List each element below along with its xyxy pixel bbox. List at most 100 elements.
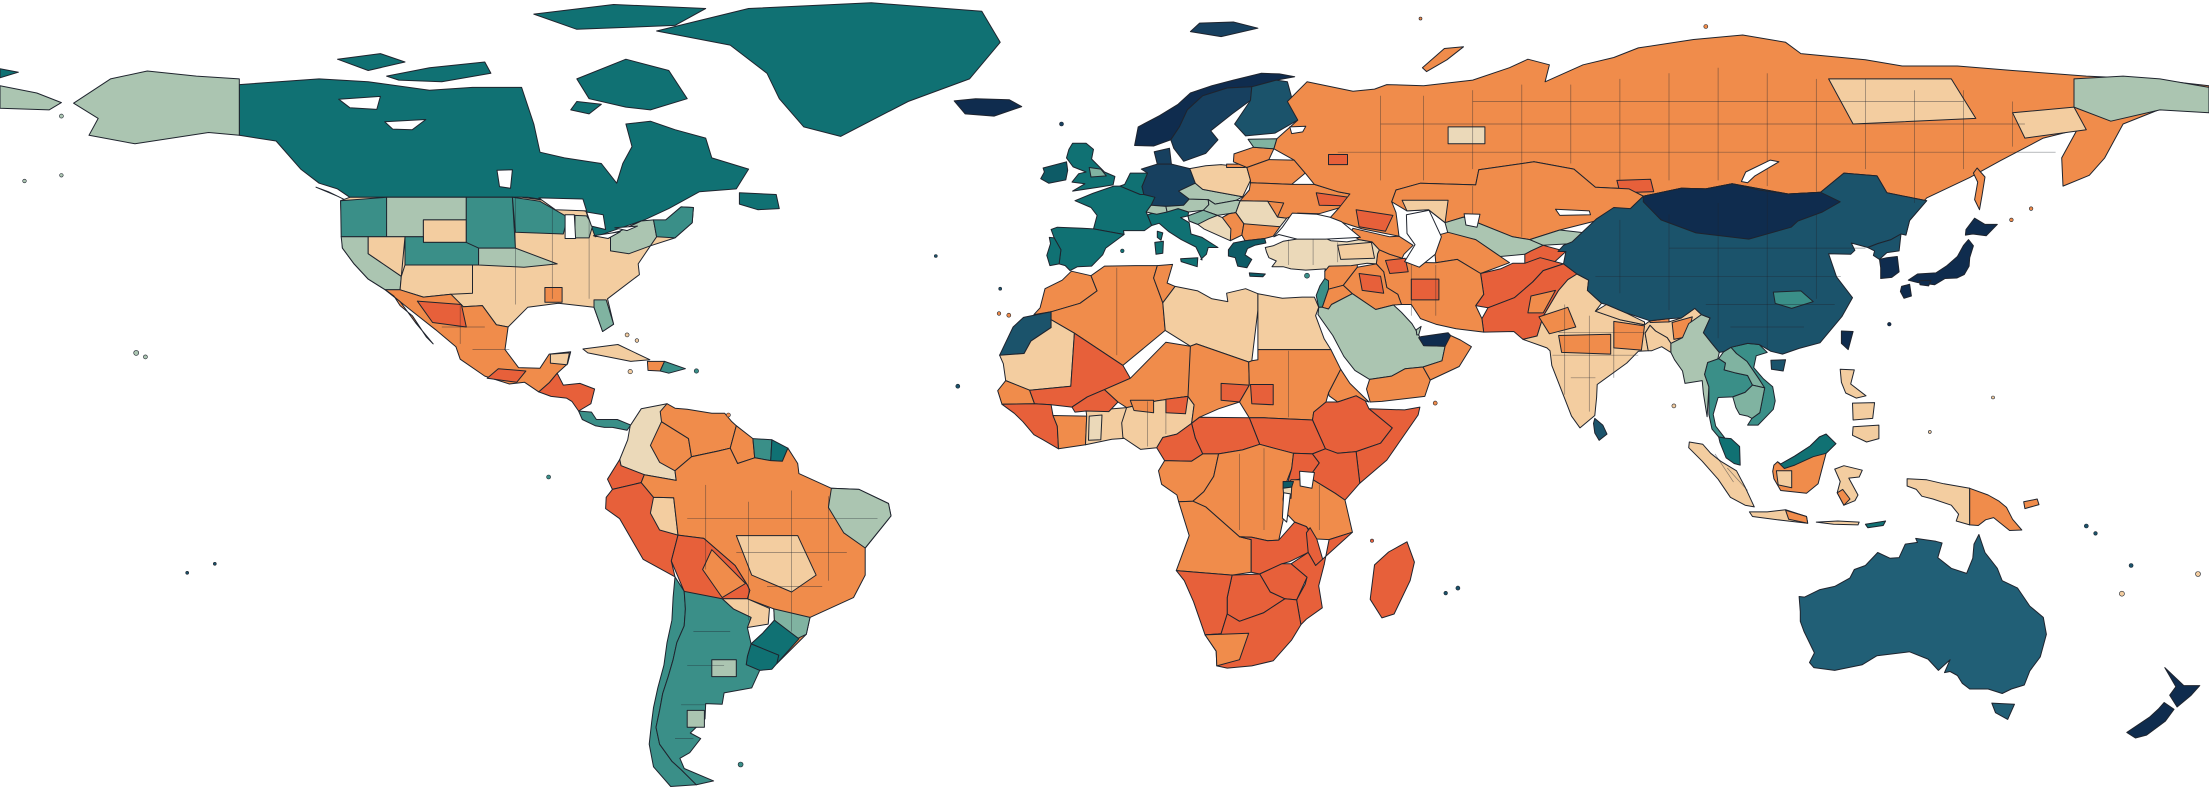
region-malaysia-borneo bbox=[1777, 433, 1837, 469]
island-andaman bbox=[1671, 403, 1677, 409]
island-fiji bbox=[2195, 571, 2201, 577]
region-dominican-republic bbox=[659, 360, 686, 374]
region-japan-kyushu bbox=[1899, 283, 1912, 299]
region-iceland bbox=[953, 98, 1023, 117]
region-sri-lanka bbox=[1593, 417, 1608, 441]
island-cyprus bbox=[1304, 272, 1310, 279]
island-new-caledonia bbox=[2119, 590, 2125, 597]
region-slovenia-croatia bbox=[1187, 209, 1218, 225]
region-sicily bbox=[1180, 257, 1199, 268]
region-moscow-patch bbox=[1328, 154, 1348, 166]
region-west-papua bbox=[1906, 478, 1971, 526]
region-denmark bbox=[1153, 147, 1172, 165]
island-canary-1 bbox=[1006, 312, 1012, 318]
island-puerto-rico bbox=[693, 368, 699, 374]
island-st-lawrence-island bbox=[59, 113, 64, 119]
region-turkey-east bbox=[1337, 241, 1375, 260]
region-japan-honshu bbox=[1907, 239, 1974, 286]
region-turkmenistan bbox=[1428, 231, 1510, 274]
region-banks-island bbox=[337, 53, 406, 71]
region-baja-california bbox=[384, 289, 434, 345]
region-japan-shikoku bbox=[1918, 279, 1932, 287]
region-guinea-sierraleone-liberia bbox=[1001, 403, 1059, 450]
island-trinidad bbox=[726, 412, 731, 418]
region-belarus bbox=[1246, 159, 1306, 185]
region-argentina-patagonia-patch bbox=[686, 709, 705, 728]
region-italy bbox=[1147, 208, 1219, 261]
island-falkland-islands bbox=[737, 761, 744, 768]
region-uae bbox=[1418, 332, 1452, 347]
region-mongolia bbox=[1642, 183, 1841, 240]
region-corsica bbox=[1156, 230, 1164, 241]
region-sumatra bbox=[1688, 441, 1755, 508]
region-cambodia bbox=[1732, 384, 1766, 419]
region-yemen bbox=[1366, 366, 1431, 403]
region-sverdlovsk-patch bbox=[1447, 126, 1486, 145]
region-ellesmere-island bbox=[533, 4, 707, 30]
region-costarica-panama bbox=[578, 410, 632, 431]
region-us-ks-mo bbox=[478, 247, 558, 268]
region-lesser-sunda bbox=[1815, 520, 1860, 526]
region-suriname bbox=[752, 438, 773, 462]
water-lake-ontario bbox=[614, 225, 638, 232]
region-philippines-mindanao bbox=[1852, 424, 1880, 443]
region-us-dakotas-nebraska bbox=[465, 196, 516, 249]
water-great-bear-lake bbox=[338, 95, 381, 110]
water-lake-huron bbox=[586, 211, 607, 230]
water-lake-michigan bbox=[564, 214, 577, 239]
island-french-polynesia-2 bbox=[213, 561, 217, 566]
region-chad bbox=[1187, 343, 1250, 424]
regions-layer bbox=[0, 2, 2209, 787]
island-french-polynesia-1 bbox=[185, 570, 189, 575]
region-nigeria-northeast bbox=[1165, 395, 1189, 415]
island-palau bbox=[1928, 430, 1932, 434]
water-lake-balkhash bbox=[1555, 208, 1591, 216]
island-reunion bbox=[1443, 590, 1448, 596]
region-vietnam bbox=[1730, 342, 1776, 426]
admin-borders-layer bbox=[441, 67, 2056, 739]
region-southampton-island bbox=[570, 101, 602, 115]
lakes-layer bbox=[338, 95, 1780, 523]
island-aleutian-2 bbox=[59, 173, 64, 178]
region-madagascar bbox=[1369, 541, 1415, 619]
region-russia-south-patch bbox=[1355, 209, 1394, 232]
region-us-az-nm bbox=[399, 264, 473, 298]
region-java-east bbox=[1785, 509, 1809, 524]
region-alaska bbox=[73, 70, 240, 145]
region-iran-central bbox=[1410, 278, 1440, 301]
region-kalimantan-west bbox=[1775, 470, 1793, 489]
island-galapagos bbox=[546, 474, 551, 480]
region-canada-mainland bbox=[238, 78, 750, 238]
region-north-korea bbox=[1867, 233, 1902, 260]
region-baffin-island bbox=[576, 58, 688, 111]
region-magadan bbox=[2012, 106, 2087, 139]
region-guatemala-honduras-nicaragua bbox=[538, 372, 596, 412]
region-iran-northwest bbox=[1385, 257, 1409, 274]
region-greece bbox=[1227, 238, 1267, 269]
water-lake-tanganyika bbox=[1281, 492, 1291, 523]
island-severnaya-zemlya bbox=[1703, 24, 1709, 29]
water-aral-sea bbox=[1463, 213, 1481, 228]
island-azores bbox=[933, 254, 938, 258]
region-new-zealand-north bbox=[2164, 667, 2201, 708]
island-guam bbox=[1991, 395, 1995, 400]
island-jamaica bbox=[627, 369, 633, 375]
region-chukotka-antimeridian bbox=[0, 85, 62, 111]
region-philippines-luzon bbox=[1839, 368, 1867, 399]
region-iraq-north bbox=[1358, 273, 1385, 294]
region-chukotka bbox=[2073, 75, 2209, 122]
region-us-wyoming bbox=[422, 219, 467, 243]
region-sudan-darfur bbox=[1250, 384, 1274, 406]
region-india-rajasthan bbox=[1538, 306, 1577, 335]
region-bulgaria bbox=[1241, 223, 1281, 242]
region-victoria-island bbox=[386, 61, 492, 83]
region-us-pacific-nw bbox=[340, 196, 388, 238]
region-cuba bbox=[582, 344, 651, 362]
island-cape-verde bbox=[955, 383, 961, 389]
island-solomon-2 bbox=[2093, 531, 2098, 536]
region-ivory-coast bbox=[1052, 415, 1088, 450]
region-brazil-central bbox=[735, 535, 817, 593]
region-hainan bbox=[1770, 359, 1787, 372]
region-argentina bbox=[655, 590, 761, 786]
